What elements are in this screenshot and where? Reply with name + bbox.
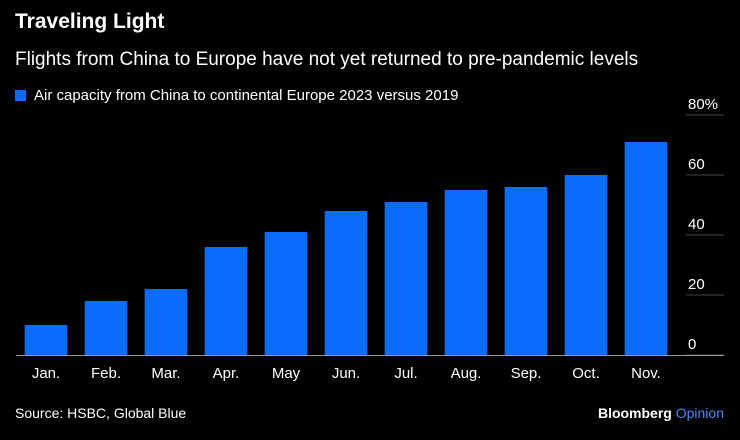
- y-tick-label: 0: [688, 336, 696, 353]
- brand-logo: Bloomberg Opinion: [598, 405, 724, 421]
- bar-jul: [384, 202, 428, 355]
- x-tick-label: Mar.: [151, 365, 180, 382]
- chart-title: Traveling Light: [15, 10, 165, 33]
- bar-nov: [624, 142, 668, 355]
- y-tick-label: 20: [688, 276, 705, 293]
- x-tick-label: Aug.: [451, 365, 482, 382]
- x-tick-label: Jul.: [394, 365, 417, 382]
- bar-aug: [444, 190, 488, 355]
- chart-legend: Air capacity from China to continental E…: [15, 87, 458, 104]
- brand-name: Bloomberg: [597, 405, 672, 421]
- legend-label: Air capacity from China to continental E…: [34, 87, 459, 104]
- chart-subtitle: Flights from China to Europe have not ye…: [15, 49, 639, 70]
- bar-jan: [24, 325, 68, 355]
- y-tick-label: 60: [688, 156, 705, 173]
- x-tick-label: Jun.: [332, 365, 360, 382]
- bar-mar: [144, 289, 188, 355]
- bar-apr: [204, 247, 248, 355]
- x-tick-label: Sep.: [511, 365, 542, 382]
- y-tick-label: 80%: [688, 96, 718, 113]
- bar-sep: [504, 187, 548, 355]
- x-tick-label: Oct.: [572, 365, 600, 382]
- x-tick-label: May: [272, 365, 301, 382]
- x-tick-label: Nov.: [631, 365, 661, 382]
- bar-may: [264, 232, 308, 355]
- bar-jun: [324, 211, 368, 355]
- brand-suffix: Opinion: [675, 405, 724, 421]
- source-note: Source: HSBC, Global Blue: [15, 405, 187, 421]
- bar-oct: [564, 175, 608, 355]
- x-tick-label: Jan.: [32, 365, 60, 382]
- y-tick-label: 40: [688, 216, 705, 233]
- legend-swatch: [15, 90, 26, 101]
- bar-feb: [84, 301, 128, 355]
- x-tick-label: Feb.: [91, 365, 121, 382]
- x-tick-label: Apr.: [213, 365, 240, 382]
